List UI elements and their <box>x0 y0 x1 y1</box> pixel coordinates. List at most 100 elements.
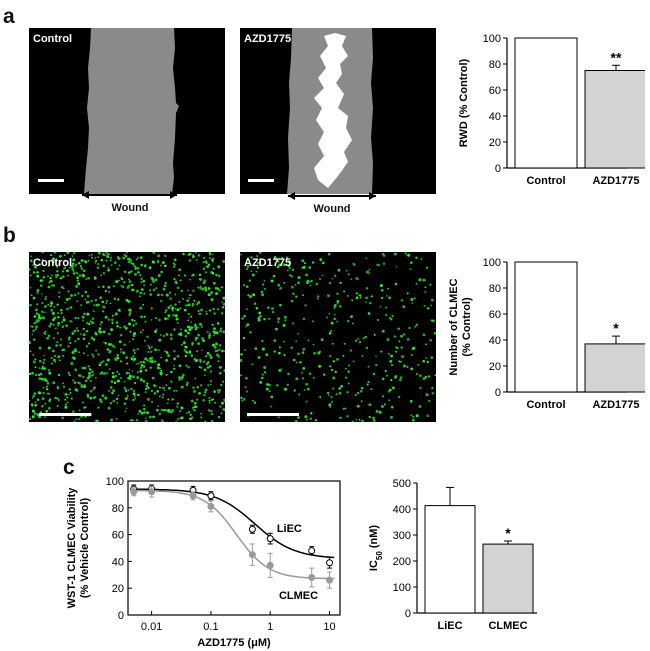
cell-dot <box>36 271 39 274</box>
cell-dot <box>64 398 67 401</box>
cell-dot <box>112 399 116 403</box>
cell-dot <box>370 388 373 391</box>
scale-bar <box>39 413 91 416</box>
cell-dot <box>56 303 59 306</box>
cell-dot <box>388 296 391 300</box>
cell-dot <box>64 393 68 396</box>
cell-dot <box>390 363 394 367</box>
cell-dot <box>388 352 390 355</box>
cell-dot <box>304 304 307 307</box>
x-tick-label: AZD1775 <box>592 175 639 187</box>
cell-dot <box>111 314 114 317</box>
cell-dot <box>100 361 103 364</box>
cell-dot <box>218 344 222 347</box>
cell-dot <box>295 361 298 364</box>
cell-dot <box>365 301 367 304</box>
cell-dot <box>41 397 45 401</box>
cell-dot <box>272 274 276 278</box>
cell-dot <box>249 331 252 334</box>
cell-dot <box>110 264 113 267</box>
cell-dot <box>333 304 337 307</box>
cell-dot <box>351 420 354 422</box>
cell-dot <box>116 267 119 271</box>
cell-dot <box>196 350 199 353</box>
cell-dot <box>277 317 281 321</box>
cell-dot <box>126 257 130 261</box>
cell-dot <box>346 390 349 394</box>
cell-dot <box>50 362 54 365</box>
cell-dot <box>82 319 85 322</box>
cell-dot <box>336 302 339 305</box>
cell-dot <box>139 331 142 334</box>
fit-curve-clmec <box>133 489 335 580</box>
cell-dot <box>70 264 74 268</box>
cell-dot <box>387 390 390 393</box>
cell-dot <box>196 259 198 261</box>
cell-dot <box>175 282 178 285</box>
cell-dot <box>123 402 127 405</box>
cell-dot <box>32 329 35 332</box>
cell-dot <box>65 403 67 406</box>
cell-dot <box>278 257 281 260</box>
cell-dot <box>398 340 401 343</box>
cell-dot <box>354 339 358 342</box>
cell-dot <box>209 383 212 386</box>
cell-dot <box>125 255 128 258</box>
cell-dot <box>102 372 106 375</box>
cell-dot <box>157 293 160 297</box>
cell-dot <box>283 315 287 319</box>
cell-dot <box>310 279 313 283</box>
cell-dot <box>108 290 111 293</box>
cell-dot <box>386 374 389 377</box>
cell-dot <box>71 255 74 257</box>
cell-dot <box>128 340 131 343</box>
cell-dot <box>30 294 33 297</box>
cell-dot <box>355 418 358 421</box>
cell-dot <box>351 299 354 302</box>
cell-dot <box>199 286 203 290</box>
wound-image-control: Control <box>29 28 225 194</box>
cell-dot <box>133 357 137 361</box>
cell-dot <box>216 308 220 311</box>
cell-dot <box>73 329 77 333</box>
cell-dot <box>261 347 265 351</box>
cell-dot <box>279 287 282 290</box>
cell-dot <box>143 292 146 295</box>
cell-dot <box>43 354 46 357</box>
cell-dot <box>287 264 291 268</box>
cell-dot <box>216 349 219 352</box>
cell-dot <box>144 391 147 394</box>
cell-dot <box>330 329 333 332</box>
cell-dot <box>142 379 146 383</box>
cell-dot <box>75 327 78 330</box>
cell-dot <box>117 394 120 397</box>
cell-dot <box>94 256 97 259</box>
cell-dot <box>97 286 100 288</box>
cell-dot <box>223 399 225 402</box>
cell-dot <box>321 261 325 265</box>
cell-dot <box>48 281 51 284</box>
cell-dot <box>85 300 89 304</box>
cell-dot <box>97 255 100 258</box>
cell-dot <box>42 386 45 389</box>
cell-dot <box>294 420 298 422</box>
cell-dot <box>35 319 39 322</box>
cell-dot <box>68 393 70 396</box>
cell-dot <box>155 287 158 289</box>
significance-marker: ** <box>611 49 622 65</box>
cell-dot <box>388 388 392 392</box>
panel-a-letter: a <box>3 5 15 28</box>
cell-dot <box>108 350 112 353</box>
cell-dot <box>319 258 322 261</box>
cell-dot <box>102 330 106 334</box>
cell-dot <box>29 372 32 376</box>
cell-dot <box>292 292 295 295</box>
cell-dot <box>211 271 215 275</box>
cell-dot <box>202 261 205 264</box>
cell-dot <box>222 296 225 300</box>
cell-dot <box>134 272 137 276</box>
cell-dot <box>361 419 365 422</box>
cell-dot <box>71 332 75 335</box>
cell-dot <box>112 389 116 392</box>
cell-dot <box>51 311 55 315</box>
